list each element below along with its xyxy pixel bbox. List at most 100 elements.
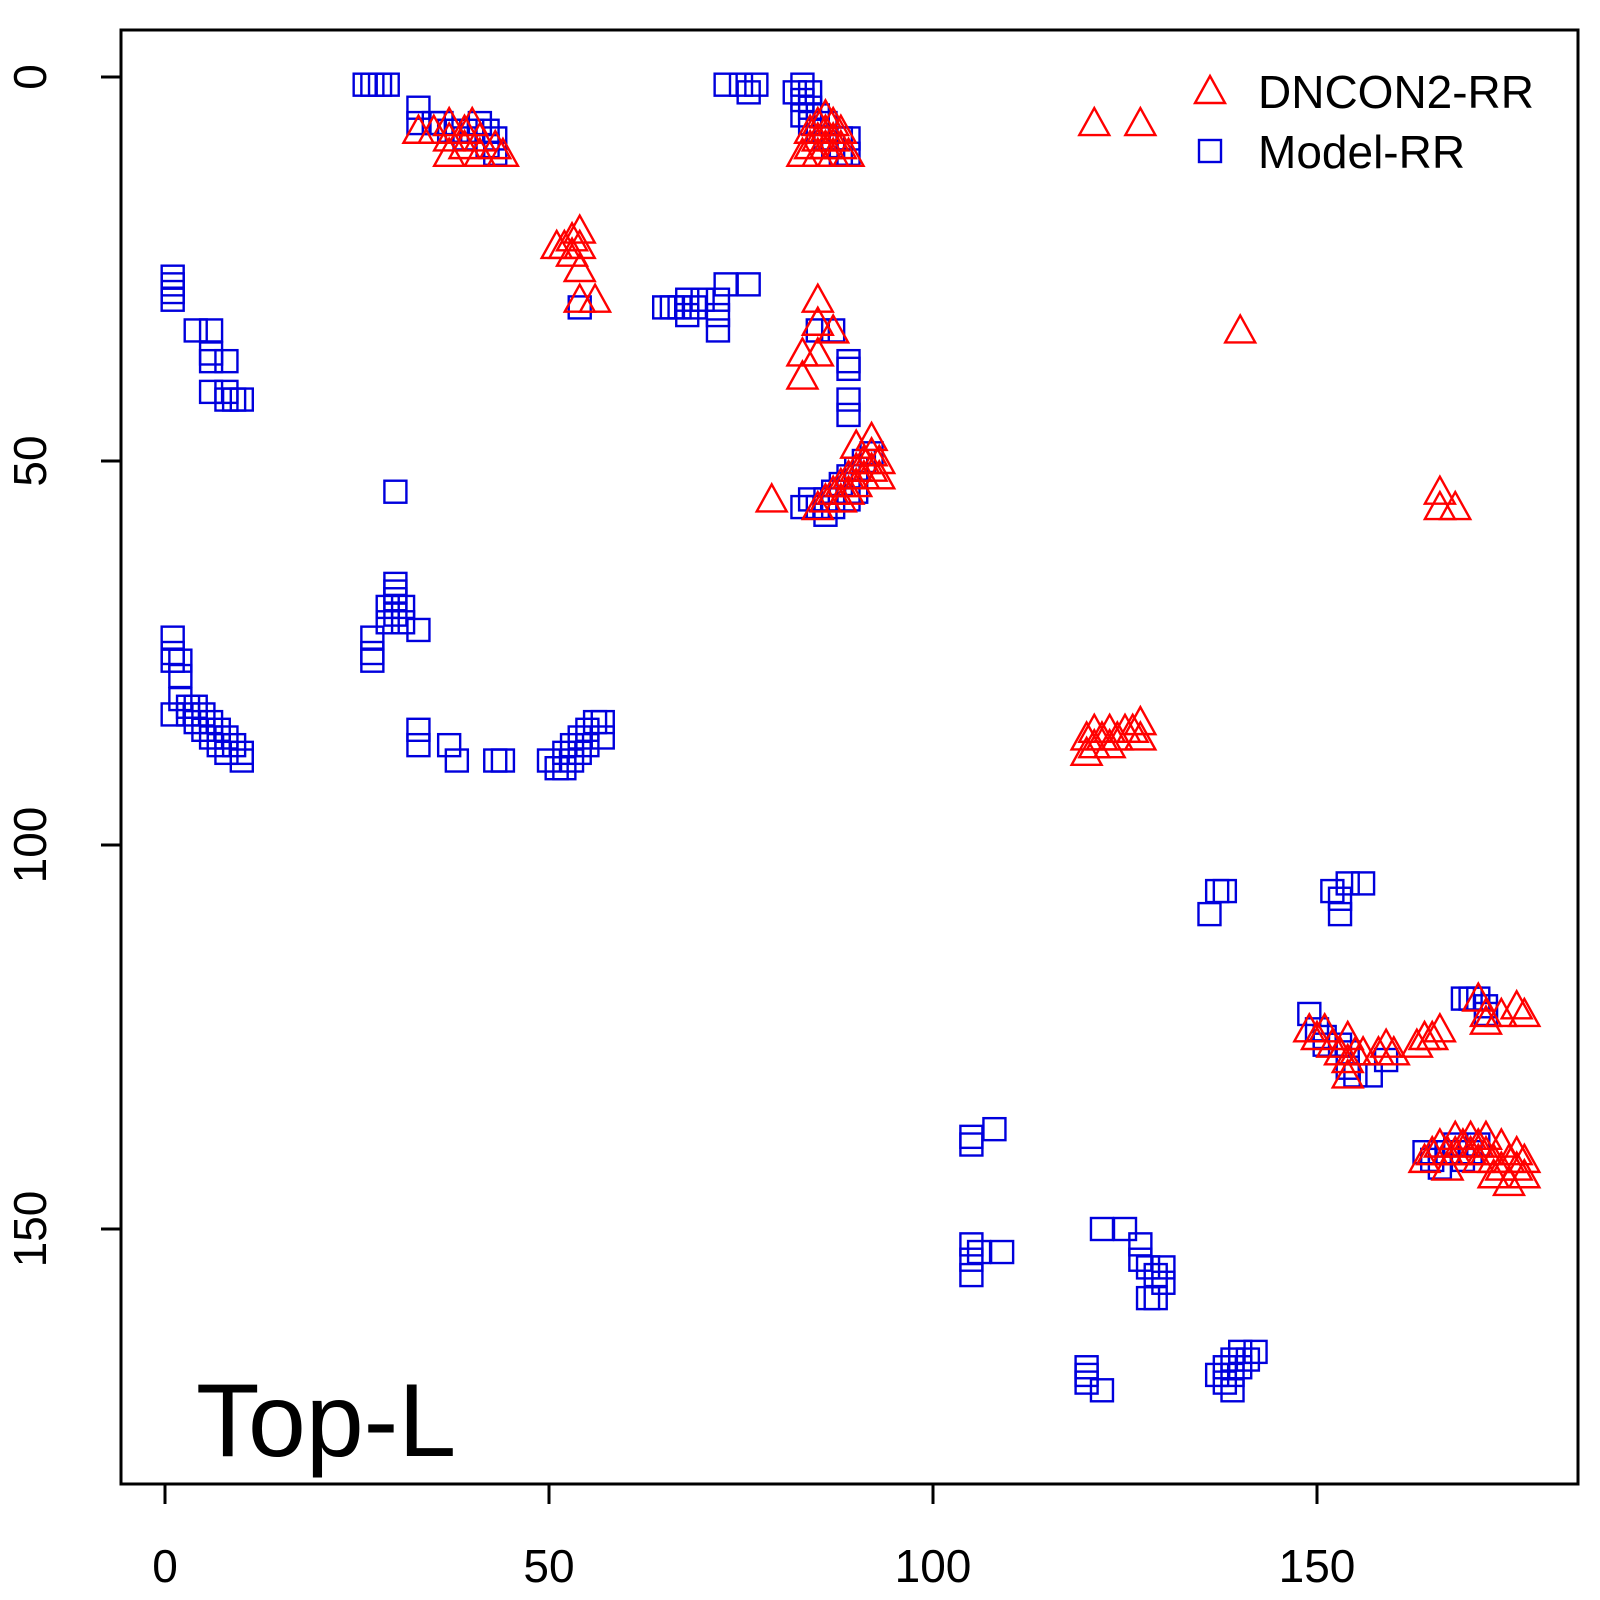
legend-item-dncon2: DNCON2-RR (1192, 66, 1534, 118)
dncon2-rr-point (1499, 988, 1534, 1020)
model-rr-point (1204, 1362, 1230, 1388)
x-tick-label: 50 (523, 1540, 574, 1592)
model-rr-point (575, 717, 600, 742)
model-rr-point (383, 579, 408, 604)
dncon2-rr-point (1468, 1119, 1503, 1151)
dncon2-rr-point (1507, 1157, 1542, 1189)
dncon2-rr-point (1069, 735, 1104, 767)
model-rr-point (360, 72, 385, 97)
dncon2-rr-point (1415, 1019, 1450, 1051)
model-rr-point (183, 318, 208, 343)
dncon2-rr-point (785, 359, 820, 390)
model-rr-point (198, 318, 224, 343)
dncon2-rr-point (823, 113, 858, 144)
model-rr-point (1220, 1362, 1245, 1388)
axis-layer: 0 50 100 150 0 50 100 150 (4, 64, 1355, 1592)
model-rr-point (728, 72, 754, 97)
dncon2-rr-point (578, 282, 613, 313)
model-rr-point (168, 648, 193, 673)
dncon2-rr-point (1123, 105, 1158, 137)
model-rr-point (191, 702, 216, 727)
dncon2-rr-point (1115, 712, 1150, 743)
model-rr-point (1197, 901, 1222, 927)
model-rr-point (214, 387, 239, 412)
model-rr-point (1135, 1255, 1161, 1280)
model-rr-point (406, 732, 431, 758)
model-rr-point (1089, 1216, 1115, 1242)
dncon2-rr-point (485, 136, 520, 168)
dncon2-rr-point (462, 120, 497, 152)
model-rr-point (966, 1239, 992, 1265)
model-rr-point (544, 756, 569, 781)
legend-triangle-icon (1192, 73, 1228, 105)
model-rr-point (383, 602, 408, 627)
model-rr-point (713, 72, 738, 97)
model-rr-point (1297, 1001, 1322, 1027)
model-rr-point (590, 725, 615, 750)
dncon2-rr-point (1422, 474, 1457, 505)
model-rr-point (383, 571, 408, 597)
model-rr-point (567, 740, 592, 766)
model-rr-point (375, 610, 400, 635)
model-rr-point (444, 748, 470, 773)
dncon2-rr-point (800, 282, 835, 313)
model-rr-point (390, 610, 416, 635)
dncon2-rr-point (555, 220, 590, 252)
x-tick-label: 100 (895, 1540, 972, 1592)
model-rr-point (191, 717, 216, 742)
model-rr-point (1227, 1339, 1253, 1365)
dncon2-rr-point (1407, 1142, 1442, 1174)
model-rr-point (160, 702, 185, 727)
model-rr-point (1143, 1262, 1168, 1288)
model-rr-point (536, 748, 562, 773)
model-rr-point (582, 709, 608, 735)
model-rr-point (221, 387, 247, 412)
model-rr-point (567, 295, 592, 320)
model-rr-point (214, 348, 239, 374)
model-rr-point (797, 80, 823, 105)
model-rr-point (1074, 1362, 1099, 1388)
dncon2-rr-point (447, 113, 482, 144)
dncon2-rr-point (854, 435, 889, 467)
model-rr-point (198, 725, 224, 750)
model-rr-point (959, 1132, 984, 1157)
model-rr-point (206, 732, 231, 758)
series-dncon2-rr (401, 97, 1542, 1197)
dncon2-rr-point (1369, 1027, 1404, 1058)
model-rr-point (360, 648, 385, 673)
model-rr-point (160, 279, 185, 305)
model-rr-point (1074, 1355, 1099, 1380)
model-rr-point (352, 72, 377, 97)
dncon2-rr-point (839, 466, 874, 498)
legend-label-dncon2: DNCON2-RR (1258, 66, 1534, 118)
dncon2-rr-point (432, 105, 467, 137)
model-rr-point (160, 272, 185, 297)
dncon2-rr-point (1299, 1019, 1335, 1051)
y-tick-label: 50 (4, 435, 56, 486)
dncon2-rr-point (562, 251, 597, 283)
model-rr-point (590, 709, 615, 735)
model-rr-point (160, 264, 185, 289)
dncon2-rr-point (816, 105, 851, 137)
model-rr-point (367, 72, 393, 97)
dncon2-rr-point (831, 474, 866, 505)
model-rr-point (214, 379, 239, 405)
model-rr-point (1220, 1347, 1245, 1372)
legend-label-model: Model-RR (1258, 126, 1465, 178)
model-rr-point (736, 80, 761, 105)
model-rr-point (183, 709, 208, 735)
dncon2-rr-point (823, 481, 858, 513)
model-rr-point (1212, 1355, 1238, 1380)
dncon2-rr-point (854, 420, 889, 452)
model-rr-point (982, 1116, 1007, 1142)
model-rr-point (1358, 1063, 1383, 1088)
model-rr-point (675, 302, 700, 328)
dncon2-rr-point (800, 489, 835, 521)
model-rr-point (214, 725, 239, 750)
model-rr-point (160, 625, 185, 650)
model-rr-point (406, 617, 431, 643)
model-rr-point (160, 648, 185, 673)
model-rr-point (383, 479, 408, 504)
model-rr-point (229, 748, 255, 773)
